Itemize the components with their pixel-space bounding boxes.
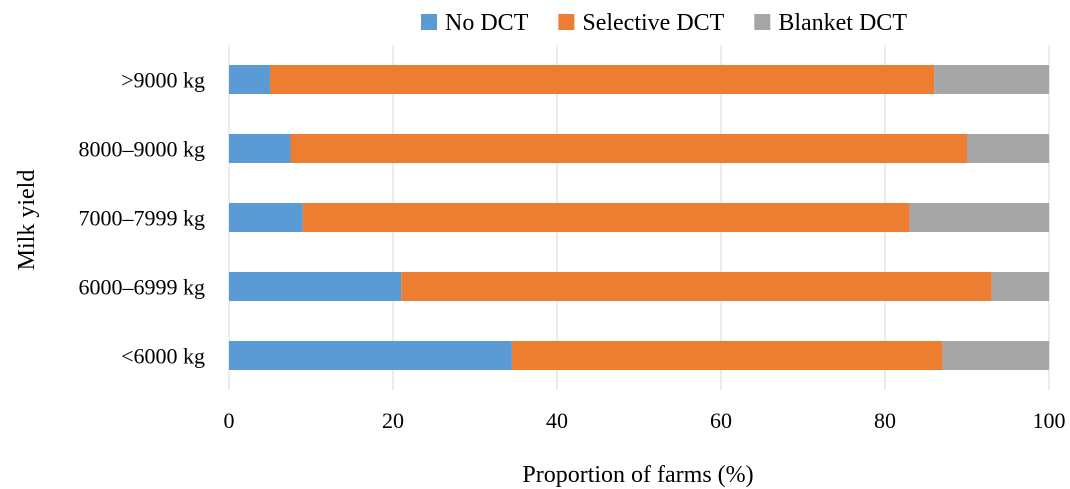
x-tick-label-0: 0 [224,408,235,433]
legend-label-blanket-dct: Blanket DCT [778,10,907,36]
bar-blanket-dct-7000-7999-kg [909,203,1049,232]
bar-selective-dct-6000-kg [511,341,943,370]
bar-selective-dct-6000-6999-kg [401,272,992,301]
x-tick-label-60: 60 [710,408,732,433]
bar-no-dct-6000-6999-kg [229,272,402,301]
y-tick-label-8000-9000-kg: 8000–9000 kg [79,137,206,162]
x-tick-label-80: 80 [874,408,896,433]
bar-blanket-dct-6000-6999-kg [991,272,1049,301]
bars [229,65,1049,370]
legend-label-selective-dct: Selective DCT [582,10,724,36]
legend-swatch-no-dct [421,14,438,30]
legend-item-selective-dct: Selective DCT [558,10,725,36]
bar-blanket-dct-6000-kg [942,341,1049,370]
x-tick-label-40: 40 [546,408,568,433]
y-tick-label-9000-kg: >9000 kg [121,68,205,93]
legend-label-no-dct: No DCT [445,10,529,36]
legend-swatch-selective-dct [558,14,575,30]
bar-blanket-dct-9000-kg [934,65,1049,94]
legend-item-no-dct: No DCT [421,10,529,36]
x-axis-title: Proportion of farms (%) [522,462,753,488]
bar-no-dct-7000-7999-kg [229,203,303,232]
x-tick-label-20: 20 [382,408,404,433]
legend-swatch-blanket-dct [754,14,771,30]
bar-selective-dct-7000-7999-kg [302,203,910,232]
legend-item-blanket-dct: Blanket DCT [754,10,907,36]
bar-selective-dct-8000-9000-kg [290,134,967,163]
bar-selective-dct-9000-kg [270,65,935,94]
bar-no-dct-6000-kg [229,341,512,370]
y-axis-title: Milk yield [14,170,40,271]
x-tick-label-100: 100 [1033,408,1066,433]
y-axis-tick-labels: >9000 kg 8000–9000 kg 7000–7999 kg 6000–699… [79,68,206,369]
bar-blanket-dct-8000-9000-kg [967,134,1049,163]
y-tick-label-6000-6999-kg: 6000–6999 kg [79,275,206,300]
x-axis-tick-labels: 0 20 40 60 80 100 [224,408,1066,433]
bar-no-dct-9000-kg [229,65,270,94]
bar-no-dct-8000-9000-kg [229,134,291,163]
y-tick-label-6000-kg: <6000 kg [121,344,205,369]
y-tick-label-7000-7999-kg: 7000–7999 kg [79,206,206,231]
legend: No DCT Selective DCT Blanket DCT [421,10,907,36]
